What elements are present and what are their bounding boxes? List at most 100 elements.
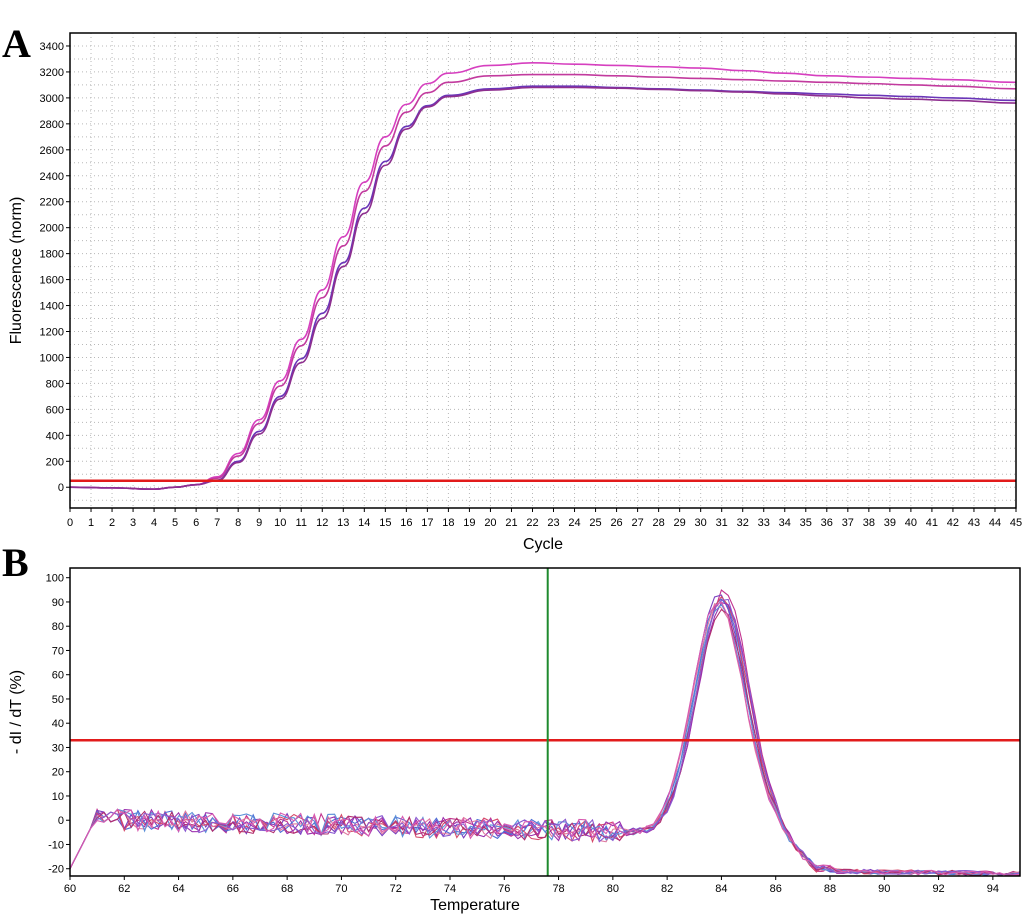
x-tick-label: 8 [235, 517, 241, 529]
x-tick-label: 37 [842, 517, 854, 529]
x-tick-label: 20 [484, 517, 496, 529]
x-tick-label: 94 [987, 883, 999, 895]
x-tick-label: 10 [274, 517, 286, 529]
x-tick-label: 11 [296, 517, 307, 529]
y-tick-label: 3200 [40, 67, 64, 79]
x-tick-label: 36 [821, 517, 833, 529]
x-tick-label: 28 [652, 517, 664, 529]
y-axis-label: Fluorescence (norm) [8, 197, 25, 345]
x-tick-label: 70 [335, 883, 347, 895]
plot-frame [69, 32, 1017, 509]
y-tick-label: 1000 [40, 352, 64, 364]
y-tick-label: 800 [46, 378, 64, 390]
x-tick-label: 40 [905, 517, 917, 529]
x-tick-label: 32 [737, 517, 749, 529]
x-tick-label: 22 [526, 517, 538, 529]
series-line-8 [69, 608, 1021, 877]
y-tick-label: 3400 [40, 41, 64, 53]
y-tick-label: 10 [52, 791, 64, 803]
x-tick-label: 38 [863, 517, 875, 529]
x-tick-label: 6 [193, 517, 199, 529]
x-tick-label: 27 [631, 517, 643, 529]
x-tick-label: 9 [256, 517, 262, 529]
y-tick-label: 2400 [40, 171, 64, 183]
y-tick-label: 200 [46, 456, 64, 468]
x-tick-label: 33 [758, 517, 770, 529]
x-tick-label: 5 [172, 517, 178, 529]
x-tick-label: 60 [64, 883, 76, 895]
y-tick-label: 40 [52, 718, 64, 730]
x-tick-label: 25 [589, 517, 601, 529]
x-tick-label: 62 [118, 883, 130, 895]
x-tick-label: 13 [337, 517, 349, 529]
x-tick-label: 86 [770, 883, 782, 895]
x-tick-label: 21 [505, 517, 517, 529]
x-tick-label: 0 [67, 517, 73, 529]
x-tick-label: 2 [109, 517, 115, 529]
y-tick-label: 70 [52, 645, 64, 657]
y-tick-label: 0 [58, 482, 64, 494]
y-tick-label: 2600 [40, 145, 64, 157]
x-tick-label: 45 [1010, 517, 1022, 529]
y-tick-label: 2200 [40, 197, 64, 209]
y-tick-label: 60 [52, 670, 64, 682]
x-tick-label: 35 [800, 517, 812, 529]
y-tick-label: 20 [52, 767, 64, 779]
x-tick-label: 41 [926, 517, 938, 529]
x-tick-label: 12 [316, 517, 328, 529]
x-axis-label: Cycle [523, 536, 563, 553]
y-tick-label: -20 [48, 864, 64, 876]
y-tick-label: 1400 [40, 301, 64, 313]
x-tick-label: 76 [498, 883, 510, 895]
y-axis-label: - dI / dT (%) [8, 670, 25, 754]
panel-label-b: B [2, 540, 29, 585]
x-tick-label: 31 [716, 517, 728, 529]
y-tick-label: 50 [52, 694, 64, 706]
x-tick-label: 72 [390, 883, 402, 895]
x-tick-label: 1 [88, 517, 94, 529]
x-tick-label: 80 [607, 883, 619, 895]
y-tick-label: 400 [46, 430, 64, 442]
x-tick-label: 16 [400, 517, 412, 529]
plot-frame [69, 567, 1021, 877]
series-line-2 [69, 73, 1017, 490]
x-tick-label: 84 [715, 883, 727, 895]
x-tick-label: 4 [151, 517, 157, 529]
x-tick-label: 26 [610, 517, 622, 529]
x-tick-label: 43 [968, 517, 980, 529]
x-tick-label: 92 [932, 883, 944, 895]
x-tick-label: 23 [547, 517, 559, 529]
y-tick-label: 3000 [40, 93, 64, 105]
x-tick-label: 74 [444, 883, 456, 895]
y-tick-label: 1800 [40, 249, 64, 261]
y-tick-label: 2000 [40, 223, 64, 235]
series-line-10 [69, 601, 1021, 876]
x-tick-label: 7 [214, 517, 220, 529]
y-tick-label: 0 [58, 815, 64, 827]
x-tick-label: 18 [442, 517, 454, 529]
x-tick-label: 44 [989, 517, 1001, 529]
x-tick-label: 14 [358, 517, 370, 529]
x-tick-label: 64 [172, 883, 184, 895]
x-tick-label: 34 [779, 517, 791, 529]
y-tick-label: 2800 [40, 119, 64, 131]
y-tick-label: 90 [52, 597, 64, 609]
x-tick-label: 15 [379, 517, 391, 529]
y-tick-label: 80 [52, 621, 64, 633]
y-tick-label: 100 [46, 573, 64, 585]
x-axis-label: Temperature [430, 897, 520, 914]
x-tick-label: 3 [130, 517, 136, 529]
y-tick-label: 1600 [40, 275, 64, 287]
y-tick-label: 1200 [40, 326, 64, 338]
y-tick-label: -10 [48, 839, 64, 851]
y-tick-label: 600 [46, 404, 64, 416]
x-tick-label: 24 [568, 517, 580, 529]
x-tick-label: 90 [878, 883, 890, 895]
x-tick-label: 30 [695, 517, 707, 529]
x-tick-label: 29 [674, 517, 686, 529]
plot-area [70, 33, 1016, 508]
panel-label-a: A [2, 21, 31, 66]
x-tick-label: 82 [661, 883, 673, 895]
series-line-1 [69, 62, 1017, 490]
